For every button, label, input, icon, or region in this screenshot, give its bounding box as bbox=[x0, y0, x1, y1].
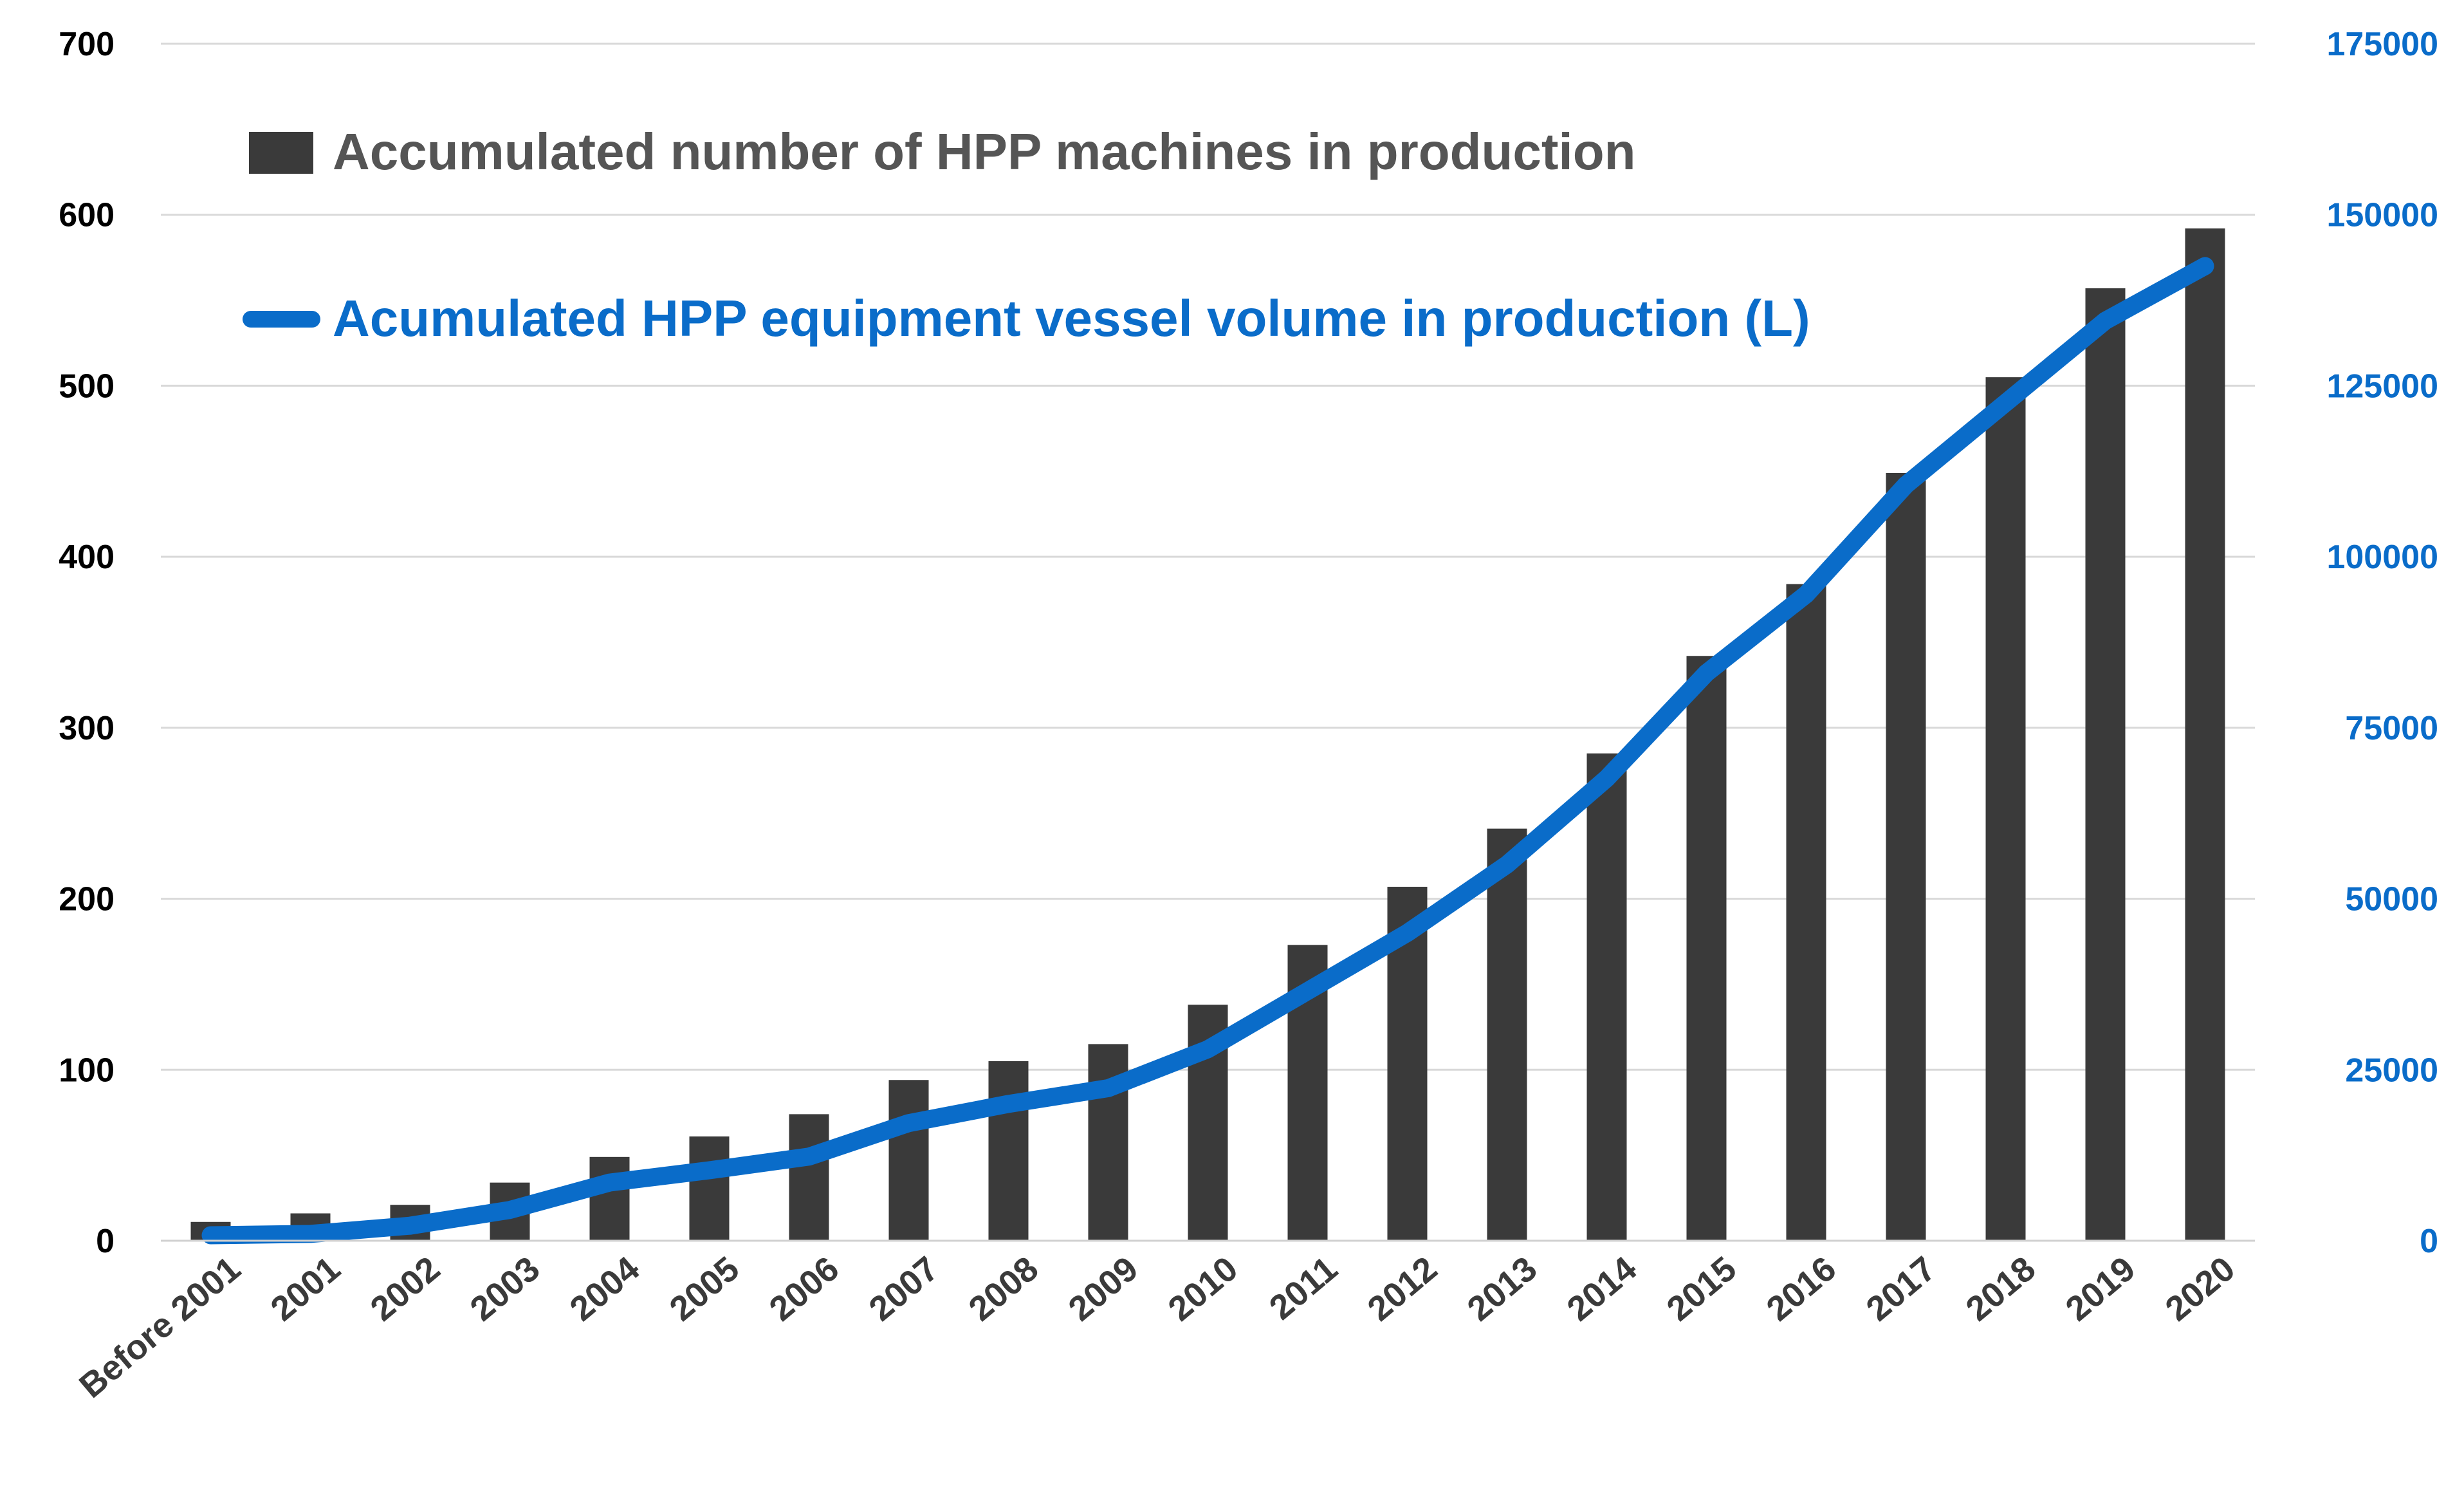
y-left-tick-label: 600 bbox=[59, 197, 115, 234]
x-tick-label: 2020 bbox=[2158, 1249, 2243, 1328]
line-point bbox=[2204, 265, 2206, 267]
y-right-tick-label: 175000 bbox=[2326, 26, 2438, 63]
legend-label-bars: Accumulated number of HPP machines in pr… bbox=[333, 123, 1635, 180]
line-point bbox=[708, 1169, 710, 1171]
x-tick-label: 2004 bbox=[563, 1249, 647, 1328]
x-tick-label: Before 2001 bbox=[72, 1249, 248, 1405]
bar bbox=[1487, 828, 1527, 1241]
bar bbox=[2185, 228, 2225, 1241]
y-right-tick-label: 100000 bbox=[2326, 539, 2438, 576]
bar bbox=[1586, 753, 1627, 1241]
line-point bbox=[1007, 1103, 1009, 1105]
x-tick-label: 2017 bbox=[1859, 1249, 1944, 1328]
x-tick-label: 2015 bbox=[1660, 1249, 1744, 1328]
bar bbox=[2085, 288, 2126, 1241]
x-tick-label: 2014 bbox=[1560, 1249, 1644, 1328]
line-point bbox=[1805, 593, 1807, 595]
line-point bbox=[2005, 402, 2007, 403]
bar bbox=[1786, 584, 1826, 1241]
bar bbox=[589, 1156, 630, 1241]
line-point bbox=[1307, 990, 1309, 992]
x-tick-label: 2018 bbox=[1959, 1249, 2043, 1328]
x-tick-label: 2016 bbox=[1760, 1249, 1844, 1328]
legend-label-line: Acumulated HPP equipment vessel volume i… bbox=[333, 290, 1810, 347]
y-left-tick-label: 200 bbox=[59, 881, 115, 918]
y-left-tick-label: 0 bbox=[96, 1223, 115, 1260]
line-point bbox=[409, 1225, 411, 1227]
x-tick-label: 2003 bbox=[463, 1249, 547, 1328]
bar bbox=[689, 1136, 730, 1241]
line-point bbox=[210, 1234, 212, 1236]
line-point bbox=[509, 1209, 511, 1211]
gridlines bbox=[161, 42, 2255, 1242]
x-tick-label: 2002 bbox=[363, 1249, 448, 1328]
y-left-tick-label: 100 bbox=[59, 1052, 115, 1089]
y-right-tick-label: 125000 bbox=[2326, 367, 2438, 405]
x-tick-label: 2008 bbox=[962, 1249, 1046, 1328]
x-tick-label: 2005 bbox=[663, 1249, 747, 1328]
bar bbox=[789, 1114, 829, 1241]
bar-series bbox=[190, 228, 2225, 1241]
y-axis-left: 0 100 200 300 400 500 600 700 bbox=[59, 26, 115, 1260]
y-right-tick-label: 75000 bbox=[2345, 710, 2438, 747]
line-point bbox=[1406, 932, 1408, 934]
x-axis: Before 2001 2001 2002 2003 2004 2005 2006 2007 2… bbox=[72, 1239, 2255, 1405]
legend: Accumulated number of HPP machines in pr… bbox=[243, 123, 1810, 347]
line-point bbox=[2104, 320, 2106, 322]
legend-swatch-bars bbox=[249, 132, 313, 174]
x-tick-label: 2007 bbox=[862, 1249, 946, 1328]
line-series bbox=[201, 257, 2214, 1245]
y-left-tick-label: 500 bbox=[59, 367, 115, 405]
y-right-tick-label: 150000 bbox=[2326, 197, 2438, 234]
line-point bbox=[1606, 777, 1608, 779]
x-tick-label: 2019 bbox=[2059, 1249, 2143, 1328]
bar bbox=[1886, 472, 1926, 1241]
line-point bbox=[1107, 1087, 1109, 1089]
x-tick-label: 2006 bbox=[762, 1249, 847, 1328]
x-tick-label: 2001 bbox=[264, 1249, 348, 1328]
bar bbox=[988, 1061, 1029, 1241]
bar bbox=[1686, 656, 1727, 1241]
x-tick-label: 2009 bbox=[1062, 1249, 1146, 1328]
line-point bbox=[808, 1156, 810, 1158]
line-point bbox=[1506, 864, 1508, 866]
y-axis-right: 0 25000 50000 75000 100000 125000 150000 175000 bbox=[2326, 26, 2438, 1260]
line-point bbox=[609, 1182, 611, 1183]
line-point bbox=[908, 1122, 910, 1124]
line-point bbox=[309, 1233, 311, 1235]
x-tick-label: 2013 bbox=[1460, 1249, 1545, 1328]
line-point bbox=[1705, 672, 1707, 674]
bar bbox=[888, 1080, 929, 1241]
x-tick-label: 2012 bbox=[1361, 1249, 1445, 1328]
x-tick-label: 2011 bbox=[1262, 1249, 1345, 1327]
y-left-tick-label: 400 bbox=[59, 539, 115, 576]
y-right-tick-label: 0 bbox=[2420, 1223, 2438, 1260]
line-point bbox=[1905, 484, 1907, 486]
y-right-tick-label: 25000 bbox=[2345, 1052, 2438, 1089]
x-tick-label: 2010 bbox=[1161, 1249, 1246, 1328]
bar bbox=[1985, 377, 2026, 1241]
y-left-tick-label: 700 bbox=[59, 26, 115, 63]
y-right-tick-label: 50000 bbox=[2345, 881, 2438, 918]
y-left-tick-label: 300 bbox=[59, 710, 115, 747]
line-point bbox=[1207, 1048, 1209, 1050]
